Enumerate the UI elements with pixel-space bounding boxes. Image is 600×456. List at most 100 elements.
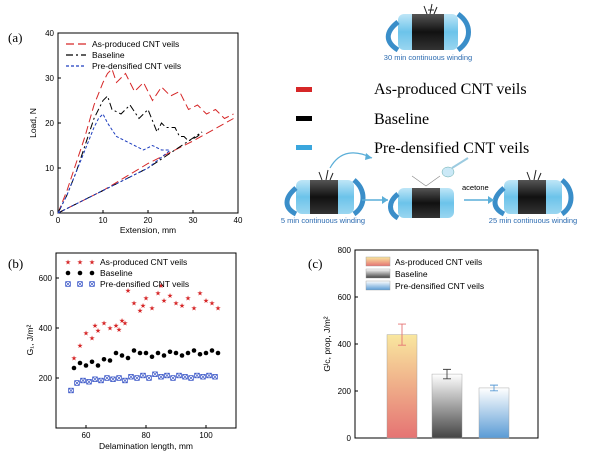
b-point-0: ★ [140, 302, 146, 310]
c-errorbar-2 [490, 384, 498, 392]
a-series-unload-2 [57, 149, 171, 214]
b-point-2 [134, 375, 140, 381]
b-point-0: ★ [173, 300, 179, 308]
b-point-1 [71, 365, 77, 371]
left-winding-label: 5 min continuous winding [281, 216, 365, 225]
b-point-0: ★ [149, 305, 155, 313]
b-legend-marker-0: ★ [89, 259, 95, 267]
b-point-2 [98, 377, 104, 384]
b-point-1 [149, 354, 155, 360]
b-point-0: ★ [95, 327, 101, 335]
b-point-1 [119, 353, 125, 358]
b-point-1 [131, 348, 137, 353]
c-legend-label-2: Pre-densified CNT veils [395, 281, 484, 291]
legend-swatch-as-produced [296, 87, 312, 92]
a-xtick-label: 40 [234, 216, 243, 225]
b-point-1 [83, 363, 89, 368]
b-point-1 [95, 363, 101, 368]
b-point-2 [86, 379, 92, 385]
b-legend-marker-1 [65, 270, 71, 276]
winding-schematic: 30 min continuous winding As-produced CN… [281, 3, 577, 225]
b-point-0: ★ [191, 305, 197, 313]
b-point-1 [203, 350, 209, 356]
b-xtick-label: 60 [82, 431, 91, 440]
chart-a-ylabel: Load, N [28, 108, 38, 138]
a-xtick-label: 0 [56, 216, 61, 225]
a-series-unload-0 [57, 118, 234, 214]
b-point-2 [182, 374, 188, 380]
a-ytick-label: 0 [50, 209, 55, 218]
roll-middle [388, 157, 469, 221]
c-legend-label-1: Baseline [395, 269, 428, 279]
b-point-0: ★ [116, 326, 122, 334]
a-legend-label-1: Baseline [92, 50, 125, 60]
a-legend-label-2: Pre-densified CNT veils [92, 61, 181, 71]
chart-a-frame [57, 32, 239, 214]
roll-right [492, 169, 574, 217]
a-ytick-label: 10 [45, 164, 54, 173]
b-point-2 [200, 374, 206, 380]
b-point-2 [146, 375, 152, 381]
a-series-line-0 [57, 68, 234, 214]
b-point-0: ★ [143, 295, 149, 303]
top-winding-label: 30 min continuous winding [384, 53, 472, 62]
c-legend-label-0: As-produced CNT veils [395, 257, 482, 267]
panel-label-c: (c) [308, 256, 322, 271]
a-ytick-label: 30 [45, 74, 54, 83]
c-errorbar-0 [398, 323, 406, 346]
b-legend-marker-2 [65, 281, 71, 287]
b-point-0: ★ [158, 282, 164, 290]
b-point-2 [110, 376, 116, 382]
acetone-label: acetone [462, 183, 489, 192]
b-point-0: ★ [122, 320, 128, 328]
b-point-2 [68, 387, 74, 394]
chart-a: 0 10 20 30 40 0 10 20 30 40 Extension, mm Load, N… [28, 29, 243, 235]
b-point-2 [158, 374, 164, 380]
b-point-2 [194, 372, 200, 379]
roll-top [385, 3, 471, 53]
b-legend-marker-2 [89, 281, 95, 287]
b-point-2 [188, 375, 194, 381]
panel-label-a: (a) [8, 30, 22, 45]
b-point-1 [89, 359, 95, 365]
b-legend-marker-1 [77, 270, 83, 276]
b-point-1 [209, 348, 215, 353]
b-point-2 [80, 377, 86, 384]
b-point-2 [92, 376, 98, 382]
b-point-1 [215, 350, 221, 356]
b-point-0: ★ [113, 322, 119, 330]
chart-b-ylabel: G₁, J/m² [25, 324, 35, 355]
b-point-1 [173, 350, 179, 356]
b-legend-marker-1 [89, 270, 95, 276]
b-point-2 [104, 375, 110, 381]
a-series-line-2 [57, 113, 171, 214]
b-point-0: ★ [203, 297, 209, 305]
b-point-2 [170, 375, 176, 381]
b-point-1 [197, 351, 203, 357]
chart-c: 0 200 400 600 800 Gᴵc, prop, J/m² As-produce… [322, 246, 539, 443]
c-ytick-label: 0 [347, 434, 352, 443]
c-legend-swatch-1 [365, 268, 391, 279]
c-ytick-label: 400 [338, 340, 352, 349]
a-xtick-label: 30 [189, 216, 198, 225]
b-xtick-label: 100 [199, 431, 213, 440]
b-point-0: ★ [155, 290, 161, 298]
b-point-1 [179, 353, 185, 358]
b-point-1 [191, 348, 197, 353]
b-ytick-label: 600 [39, 274, 53, 283]
chart-c-ylabel: Gᴵc, prop, J/m² [322, 316, 332, 371]
legend-swatch-pre-densified [296, 145, 312, 150]
legend-baseline: Baseline [374, 111, 429, 128]
b-point-0: ★ [89, 335, 95, 343]
b-point-2 [116, 375, 122, 381]
b-point-0: ★ [167, 292, 173, 300]
b-point-1 [161, 353, 167, 358]
b-point-0: ★ [185, 295, 191, 303]
b-point-2 [122, 377, 128, 384]
right-winding-label: 25 min continuous winding [489, 216, 577, 225]
b-point-1 [167, 349, 173, 355]
c-errorbar-1 [443, 368, 451, 380]
c-bar-0 [386, 334, 418, 439]
b-point-0: ★ [137, 307, 143, 315]
